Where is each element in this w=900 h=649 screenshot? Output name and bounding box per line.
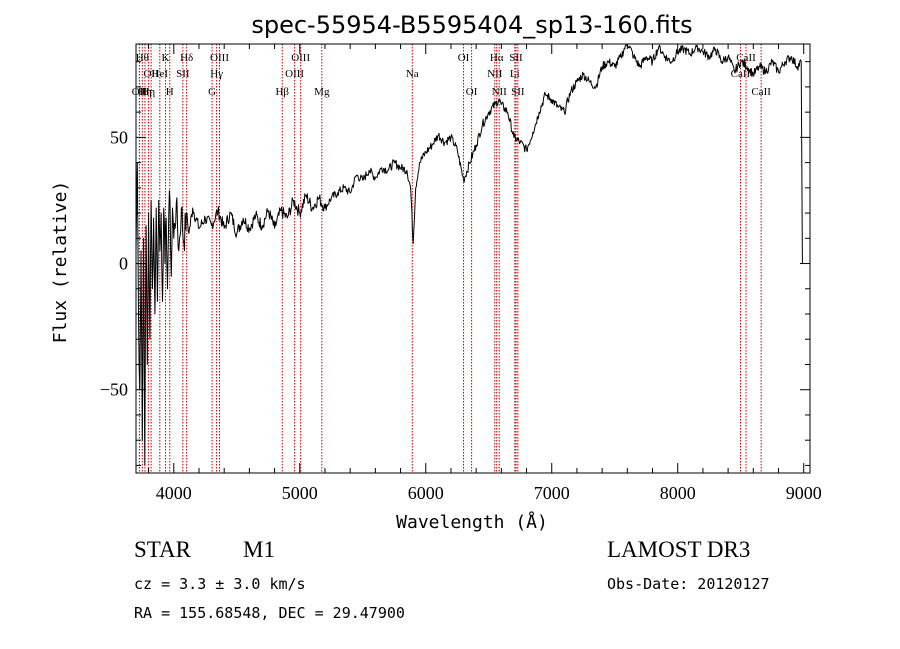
x-axis-label: Wavelength (Å) [396, 511, 548, 533]
x-tick-label: 5000 [282, 483, 318, 503]
plot-frame [135, 43, 811, 474]
spectral-line-label: OIII [285, 68, 304, 80]
spectral-line-label: CaII [751, 86, 771, 98]
y-tick-label: 0 [119, 254, 128, 274]
spectral-line-label: OI [458, 52, 470, 64]
survey-name: LAMOST DR3 [607, 537, 751, 562]
coordinates: RA = 155.68548, DEC = 29.47900 [134, 604, 405, 622]
x-tick-label: 9000 [786, 483, 822, 503]
axis-ticks: 4000 5000 6000 7000 8000 9000 −50 0 50 [100, 44, 822, 503]
spectral-line-label: OIII [210, 52, 229, 64]
spectral-line-label: Hγ [210, 68, 223, 80]
spectral-line-label: Hη [138, 86, 152, 98]
spectral-line-label: Hα [490, 52, 504, 64]
spectral-line-markers [138, 44, 762, 473]
spectral-line-label: G [208, 86, 216, 98]
spectral-line-label: Hη [141, 86, 155, 98]
x-tick-label: 4000 [156, 483, 192, 503]
y-tick-label: −50 [100, 380, 128, 400]
spectral-line-label: Hβ [275, 86, 289, 98]
spectral-line-label: Hθ [136, 52, 149, 64]
spectral-line-label: SII [509, 52, 523, 64]
flux-series-line [135, 44, 803, 466]
object-subclass: M1 [243, 537, 275, 562]
chart-title: spec-55954-B5595404_sp13-160.fits [251, 11, 692, 39]
spectral-line-label: NII [487, 68, 503, 80]
spectral-line-label: NII [492, 86, 508, 98]
spectral-line-label: Mg [314, 86, 330, 98]
object-class: STAR [134, 537, 191, 562]
x-tick-label: 7000 [534, 483, 570, 503]
x-tick-label: 8000 [660, 483, 696, 503]
spectral-line-label: OII [143, 68, 159, 80]
spectral-line-label: CaII [736, 52, 756, 64]
spectral-line-label: OI [466, 86, 478, 98]
x-tick-label: 6000 [408, 483, 444, 503]
observation-date: Obs-Date: 20120127 [607, 575, 770, 593]
y-axis-label: Flux (relative) [50, 181, 71, 344]
spectral-line-label: Na [406, 68, 419, 80]
redshift-cz: cz = 3.3 ± 3.0 km/s [134, 575, 306, 593]
spectral-line-label: HeI [152, 68, 169, 80]
spectral-line-label: K [162, 52, 170, 64]
spectral-line-label: H [166, 86, 174, 98]
y-tick-label: 50 [110, 127, 128, 147]
spectral-line-label: Hδ [180, 52, 193, 64]
spectral-line-label: OIII [291, 52, 310, 64]
spectral-line-label: SII [176, 68, 190, 80]
spectral-line-label: Li [510, 68, 520, 80]
spectral-line-label: SII [511, 86, 525, 98]
